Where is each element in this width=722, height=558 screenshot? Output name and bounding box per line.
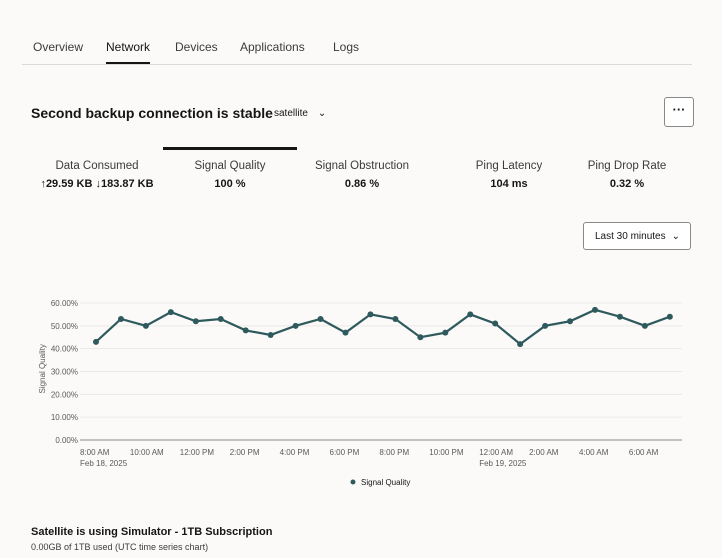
data-point	[517, 341, 524, 348]
x-tick-label: 6:00 AM	[629, 448, 659, 457]
tab-bar: Overview Network Devices Applications Lo…	[22, 30, 692, 65]
x-tick-label: 8:00 PM	[379, 448, 409, 457]
data-point	[242, 327, 249, 334]
selected-metric-indicator	[163, 147, 297, 150]
x-tick-sublabel: Feb 18, 2025	[80, 459, 128, 468]
metric-ping-drop-rate[interactable]: Ping Drop Rate 0.32 %	[557, 160, 697, 190]
metric-label: Data Consumed	[55, 160, 139, 172]
tab-network[interactable]: Network	[106, 40, 151, 64]
data-point	[367, 311, 374, 318]
y-tick-label: 10.00%	[51, 413, 78, 422]
signal-quality-chart: 0.00% 10.00% 20.00% 30.00% 40.00% 50.00% 60.00…	[38, 299, 682, 487]
y-tick-label: 30.00%	[51, 368, 78, 377]
data-point	[192, 318, 199, 325]
data-point	[342, 329, 349, 336]
data-point	[267, 331, 274, 338]
chevron-down-icon: ⌄	[671, 231, 680, 242]
x-tick-label: 6:00 PM	[330, 448, 360, 457]
tab-applications[interactable]: Applications	[240, 40, 305, 54]
chevron-down-icon: ⌄	[317, 108, 327, 119]
tab-devices[interactable]: Devices	[175, 40, 218, 54]
time-range-value: Last 30 minutes	[595, 231, 666, 242]
data-point	[542, 322, 549, 329]
data-point	[142, 322, 149, 329]
data-point	[167, 309, 174, 316]
data-point	[93, 338, 99, 345]
time-range-select[interactable]: Last 30 minutes ⌄	[583, 222, 691, 250]
metric-value: 104 ms	[490, 178, 528, 190]
x-tick-label: 4:00 AM	[579, 448, 609, 457]
x-tick-label: 2:00 PM	[230, 448, 260, 457]
connection-select-value: satellite	[274, 108, 308, 119]
metric-ping-latency[interactable]: Ping Latency 104 ms	[439, 160, 579, 190]
data-point	[392, 315, 399, 322]
x-tick-label: 8:00 AM	[80, 448, 110, 457]
y-tick-label: 0.00%	[55, 436, 78, 445]
data-point	[117, 315, 124, 322]
series-line	[95, 308, 671, 346]
x-tick-label: 10:00 PM	[429, 448, 464, 457]
x-tick-label: 10:00 AM	[130, 448, 164, 457]
x-tick-label: 2:00 AM	[529, 448, 559, 457]
data-point	[217, 315, 224, 322]
more-options-button[interactable]: ···	[664, 97, 694, 127]
x-tick-label: 12:00 AM	[479, 448, 513, 457]
metric-value: 0.32 %	[609, 178, 645, 190]
legend-marker	[350, 479, 356, 485]
page-title: Second backup connection is stable	[31, 105, 273, 121]
data-point	[666, 313, 673, 320]
y-tick-label: 50.00%	[51, 322, 78, 331]
x-tick-label: 12:00 PM	[180, 448, 215, 457]
x-tick-label: 4:00 PM	[280, 448, 310, 457]
metric-label: Ping Latency	[475, 160, 543, 172]
tab-overview[interactable]: Overview	[33, 40, 84, 54]
y-tick-label: 20.00%	[51, 390, 78, 399]
data-point	[592, 306, 598, 313]
metric-value: 100 %	[214, 178, 246, 190]
data-point	[567, 318, 574, 325]
metric-data-consumed[interactable]: Data Consumed ↑29.59 KB ↓183.87 KB	[27, 160, 167, 190]
data-point	[292, 322, 299, 329]
tab-logs[interactable]: Logs	[333, 40, 360, 54]
connection-select[interactable]: satellite ⌄	[274, 108, 326, 119]
subscription-title: Satellite is using Simulator - 1TB Subsc…	[31, 526, 273, 538]
metric-signal-quality[interactable]: Signal Quality 100 %	[160, 160, 300, 190]
y-axis-title: Signal Quality	[38, 344, 47, 393]
y-tick-label: 40.00%	[51, 345, 78, 354]
x-tick-sublabel: Feb 19, 2025	[479, 459, 527, 468]
metric-value: 0.86 %	[344, 178, 380, 190]
subscription-usage: 0.00GB of 1TB used (UTC time series char…	[31, 542, 209, 552]
data-point	[641, 322, 648, 329]
metric-label: Ping Drop Rate	[587, 160, 667, 172]
data-point	[467, 311, 474, 318]
metric-label: Signal Quality	[194, 160, 266, 172]
metric-signal-obstruction[interactable]: Signal Obstruction 0.86 %	[292, 160, 432, 190]
metric-value: ↑29.59 KB ↓183.87 KB	[40, 178, 154, 190]
data-point	[417, 334, 424, 341]
metric-label: Signal Obstruction	[315, 160, 409, 172]
y-tick-label: 60.00%	[51, 299, 78, 308]
ellipsis-icon: ···	[672, 102, 686, 117]
data-point	[492, 320, 499, 327]
data-point	[442, 329, 449, 336]
data-point	[616, 313, 623, 320]
data-point	[317, 315, 324, 322]
legend-label: Signal Quality	[361, 478, 410, 487]
